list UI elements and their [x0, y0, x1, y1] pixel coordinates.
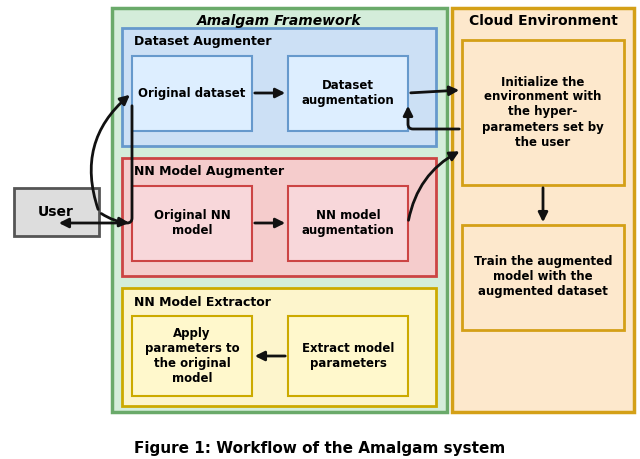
Text: Apply
parameters to
the original
model: Apply parameters to the original model [145, 327, 239, 385]
Bar [288, 56, 408, 131]
Bar [122, 288, 436, 406]
Text: Dataset
augmentation: Dataset augmentation [301, 79, 394, 107]
Text: Extract model
parameters: Extract model parameters [302, 342, 394, 370]
Text: NN Model Extractor: NN Model Extractor [134, 296, 271, 308]
Text: Amalgam Framework: Amalgam Framework [196, 14, 362, 28]
Bar [462, 40, 624, 185]
Bar [288, 186, 408, 261]
Text: Cloud Environment: Cloud Environment [468, 14, 618, 28]
Text: Original dataset: Original dataset [138, 86, 246, 100]
Bar [288, 316, 408, 396]
Text: Initialize the
environment with
the hyper-
parameters set by
the user: Initialize the environment with the hype… [482, 75, 604, 149]
Text: User: User [38, 205, 74, 219]
Text: Original NN
model: Original NN model [154, 209, 230, 237]
Bar [14, 188, 99, 236]
Text: Dataset Augmenter: Dataset Augmenter [134, 35, 271, 49]
Text: Train the augmented
model with the
augmented dataset: Train the augmented model with the augme… [474, 256, 612, 298]
Bar [122, 28, 436, 146]
Bar [122, 158, 436, 276]
Bar [132, 56, 252, 131]
Text: NN model
augmentation: NN model augmentation [301, 209, 394, 237]
Text: Figure 1: Workflow of the Amalgam system: Figure 1: Workflow of the Amalgam system [134, 441, 506, 455]
Bar [462, 225, 624, 330]
Text: NN Model Augmenter: NN Model Augmenter [134, 166, 284, 179]
Bar [452, 8, 634, 412]
Bar [132, 186, 252, 261]
Bar [132, 316, 252, 396]
Bar [112, 8, 447, 412]
